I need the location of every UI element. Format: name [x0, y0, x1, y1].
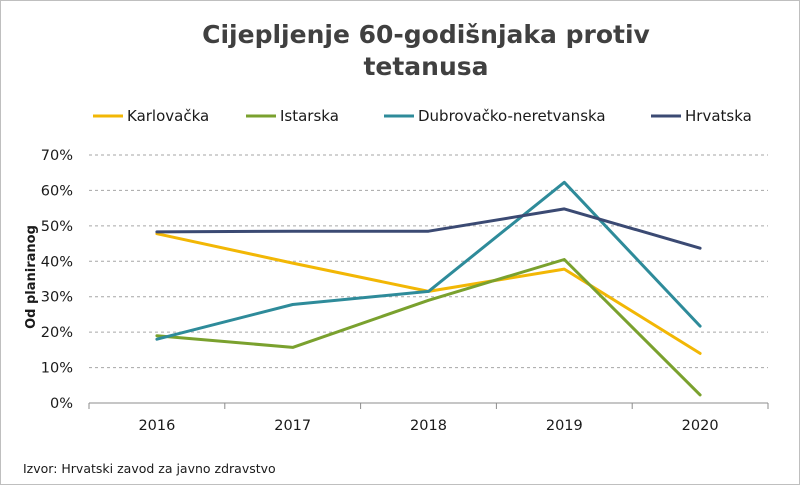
x-tick-label: 2019 — [546, 418, 583, 434]
legend-entry: Istarska — [280, 107, 339, 125]
x-tick-label: 2016 — [138, 418, 175, 434]
series-line — [155, 232, 702, 355]
legend-entry: Hrvatska — [685, 107, 752, 125]
chart-title: Cijepljenje 60-godišnjaka protiv tetanusa — [202, 20, 650, 81]
gridlines — [89, 154, 768, 404]
x-tick-label: 2017 — [274, 418, 311, 434]
x-tick-label: 2018 — [410, 418, 447, 434]
legend: Karlovačka Istarska Dubrovačko-neretvanska… — [93, 107, 752, 125]
chart-title-line: Cijepljenje 60-godišnjaka protiv — [202, 20, 650, 49]
source-note: Izvor: Hrvatski zavod za javno zdravstvo — [23, 461, 276, 476]
chart-title-line: tetanusa — [363, 52, 488, 81]
y-tick-label: 70% — [41, 148, 73, 164]
series-line — [155, 207, 702, 250]
legend-entry: Dubrovačko-neretvanska — [418, 107, 606, 125]
y-tick-label: 20% — [41, 325, 73, 341]
y-axis-label: Od planiranog — [24, 225, 39, 329]
y-tick-label: 40% — [41, 254, 73, 270]
y-tick-label: 60% — [41, 183, 73, 199]
y-tick-label: 0% — [50, 396, 73, 412]
y-tick-label: 30% — [41, 290, 73, 306]
x-tick-label: 2020 — [682, 418, 719, 434]
series-line — [155, 180, 702, 341]
series-line — [155, 258, 702, 397]
series-lines — [155, 180, 702, 397]
y-tick-label: 50% — [41, 219, 73, 235]
legend-entry: Karlovačka — [127, 107, 209, 125]
x-axis-ticks: 2016 2017 2018 2019 2020 — [88, 403, 769, 434]
y-tick-label: 10% — [41, 361, 73, 377]
y-axis-ticks: 0% 10% 20% 30% 40% 50% 60% 70% — [41, 148, 73, 412]
